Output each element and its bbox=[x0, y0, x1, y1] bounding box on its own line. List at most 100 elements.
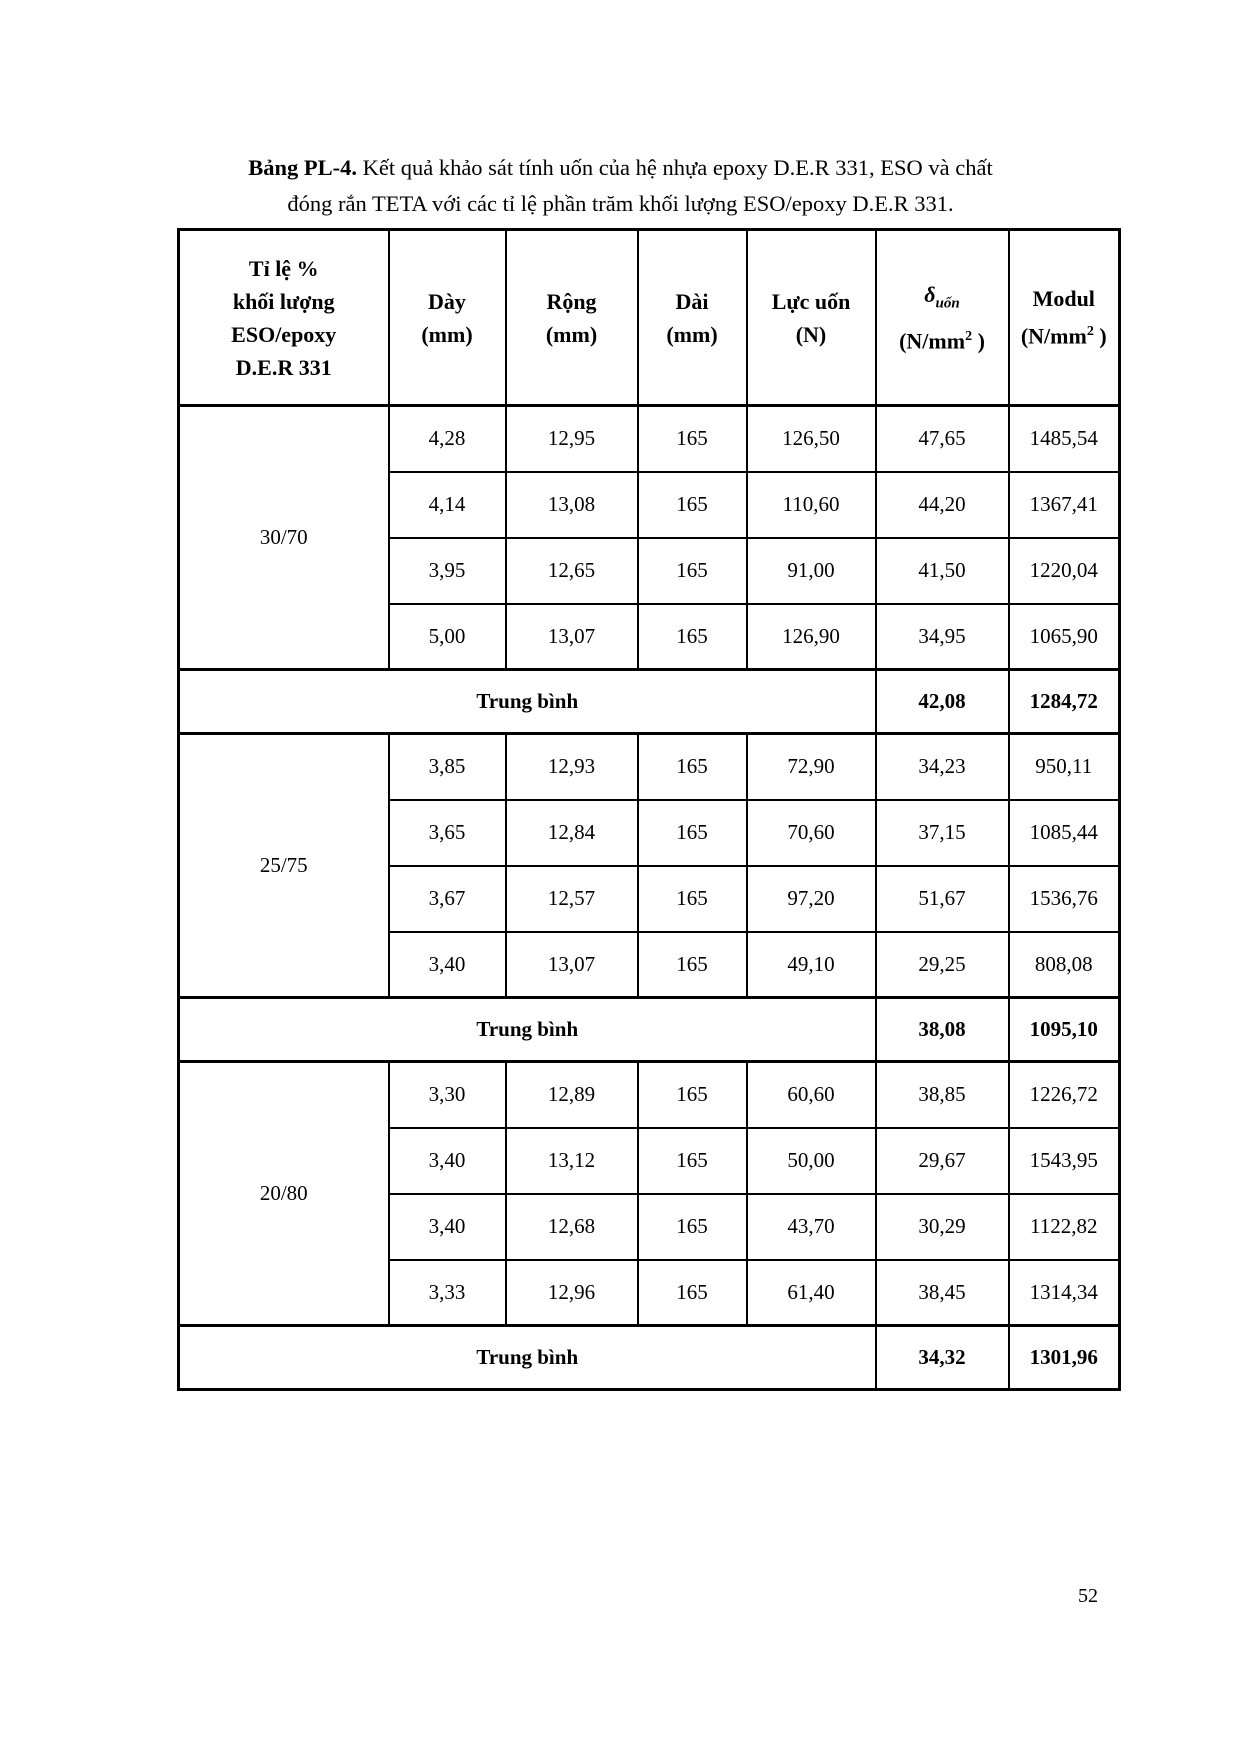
data-cell: 13,08 bbox=[504, 470, 639, 539]
data-cell: 49,10 bbox=[745, 930, 877, 999]
data-cell: 13,12 bbox=[504, 1126, 639, 1195]
average-row: Trung bình 34,32 1301,96 bbox=[177, 1324, 1121, 1391]
data-cell: 165 bbox=[636, 470, 748, 539]
data-cell: 60,60 bbox=[745, 1060, 877, 1129]
data-cell: 165 bbox=[636, 404, 748, 473]
header-delta-uon: δuốn (N/mm2 ) bbox=[874, 228, 1010, 407]
data-cell: 808,08 bbox=[1007, 930, 1121, 999]
caption-line-2: đóng rắn TETA với các tỉ lệ phần trăm kh… bbox=[287, 191, 954, 216]
average-row: Trung bình 38,08 1095,10 bbox=[177, 996, 1121, 1063]
header-row: Tỉ lệ % khối lượng ESO/epoxy D.E.R 331 D… bbox=[177, 228, 1121, 407]
data-row: 3,40 12,68 165 43,70 30,29 1122,82 bbox=[179, 1192, 1121, 1261]
data-cell: 29,67 bbox=[874, 1126, 1010, 1195]
data-cell: 126,50 bbox=[745, 404, 877, 473]
data-cell: 3,40 bbox=[387, 1126, 507, 1195]
data-cell: 97,20 bbox=[745, 864, 877, 933]
data-cell: 165 bbox=[636, 1060, 748, 1129]
data-cell: 165 bbox=[636, 798, 748, 867]
data-cell: 165 bbox=[636, 602, 748, 671]
data-row: 4,14 13,08 165 110,60 44,20 1367,41 bbox=[179, 470, 1121, 539]
data-cell: 3,95 bbox=[387, 536, 507, 605]
data-row: 3,33 12,96 165 61,40 38,45 1314,34 bbox=[179, 1258, 1121, 1327]
data-cell: 70,60 bbox=[745, 798, 877, 867]
data-row: 3,40 13,07 165 49,10 29,25 808,08 bbox=[179, 930, 1121, 999]
data-cell: 3,67 bbox=[387, 864, 507, 933]
data-cell: 12,95 bbox=[504, 404, 639, 473]
data-cell: 12,57 bbox=[504, 864, 639, 933]
data-cell: 165 bbox=[636, 930, 748, 999]
delta-symbol: δ bbox=[924, 281, 936, 307]
delta-subscript: uốn bbox=[935, 295, 960, 312]
data-cell: 3,30 bbox=[387, 1060, 507, 1129]
data-cell: 43,70 bbox=[745, 1192, 877, 1261]
data-cell: 950,11 bbox=[1007, 732, 1121, 801]
avg-modul-cell: 1095,10 bbox=[1007, 996, 1121, 1063]
data-cell: 34,95 bbox=[874, 602, 1010, 671]
data-cell: 38,45 bbox=[874, 1258, 1010, 1327]
data-row: 30/70 4,28 12,95 165 126,50 47,65 1485,5… bbox=[177, 404, 1121, 671]
data-cell: 165 bbox=[636, 1126, 748, 1195]
data-cell: 3,65 bbox=[387, 798, 507, 867]
header-length: Dài (mm) bbox=[636, 228, 748, 407]
data-cell: 1065,90 bbox=[1007, 602, 1121, 671]
avg-delta-cell: 42,08 bbox=[874, 668, 1010, 735]
data-cell: 4,14 bbox=[387, 470, 507, 539]
data-cell: 3,40 bbox=[387, 1192, 507, 1261]
data-cell: 30,29 bbox=[874, 1192, 1010, 1261]
data-cell: 12,96 bbox=[504, 1258, 639, 1327]
results-table: Tỉ lệ % khối lượng ESO/epoxy D.E.R 331 D… bbox=[177, 228, 1121, 1391]
data-row: 3,95 12,65 165 91,00 41,50 1220,04 bbox=[179, 536, 1121, 605]
data-row: 5,00 13,07 165 126,90 34,95 1065,90 bbox=[179, 602, 1121, 671]
data-cell: 3,40 bbox=[387, 930, 507, 999]
data-cell: 3,85 bbox=[387, 732, 507, 801]
avg-delta-cell: 38,08 bbox=[874, 996, 1010, 1063]
data-cell: 12,84 bbox=[504, 798, 639, 867]
data-cell: 1536,76 bbox=[1007, 864, 1121, 933]
data-cell: 12,93 bbox=[504, 732, 639, 801]
data-cell: 12,89 bbox=[504, 1060, 639, 1129]
header-ratio: Tỉ lệ % khối lượng ESO/epoxy D.E.R 331 bbox=[177, 228, 390, 407]
table-caption: Bảng PL-4. Kết quả khảo sát tính uốn của… bbox=[181, 150, 1061, 222]
data-cell: 165 bbox=[636, 864, 748, 933]
data-row: 3,65 12,84 165 70,60 37,15 1085,44 bbox=[179, 798, 1121, 867]
header-thickness: Dày (mm) bbox=[387, 228, 507, 407]
data-cell: 72,90 bbox=[745, 732, 877, 801]
data-cell: 1485,54 bbox=[1007, 404, 1121, 473]
data-row: 3,40 13,12 165 50,00 29,67 1543,95 bbox=[179, 1126, 1121, 1195]
average-row: Trung bình 42,08 1284,72 bbox=[177, 668, 1121, 735]
header-modulus: Modul (N/mm2 ) bbox=[1007, 228, 1121, 407]
avg-label-cell: Trung bình bbox=[177, 996, 877, 1063]
data-cell: 165 bbox=[636, 536, 748, 605]
avg-modul-cell: 1301,96 bbox=[1007, 1324, 1121, 1391]
data-cell: 165 bbox=[636, 1258, 748, 1327]
data-cell: 13,07 bbox=[504, 930, 639, 999]
caption-label: Bảng PL-4. bbox=[248, 155, 357, 180]
data-cell: 47,65 bbox=[874, 404, 1010, 473]
data-cell: 1226,72 bbox=[1007, 1060, 1121, 1129]
data-cell: 12,68 bbox=[504, 1192, 639, 1261]
caption-line-1: Bảng PL-4. Kết quả khảo sát tính uốn của… bbox=[181, 150, 1061, 186]
caption-text-1: Kết quả khảo sát tính uốn của hệ nhựa ep… bbox=[356, 155, 993, 180]
data-cell: 1122,82 bbox=[1007, 1192, 1121, 1261]
data-cell: 37,15 bbox=[874, 798, 1010, 867]
data-row: 20/80 3,30 12,89 165 60,60 38,85 1226,72 bbox=[177, 1060, 1121, 1327]
data-cell: 5,00 bbox=[387, 602, 507, 671]
avg-modul-cell: 1284,72 bbox=[1007, 668, 1121, 735]
data-cell: 1314,34 bbox=[1007, 1258, 1121, 1327]
data-cell: 61,40 bbox=[745, 1258, 877, 1327]
avg-label-cell: Trung bình bbox=[177, 1324, 877, 1391]
page-number: 52 bbox=[1078, 1585, 1098, 1607]
data-cell: 1220,04 bbox=[1007, 536, 1121, 605]
avg-label-cell: Trung bình bbox=[177, 668, 877, 735]
data-cell: 13,07 bbox=[504, 602, 639, 671]
data-cell: 3,33 bbox=[387, 1258, 507, 1327]
group-ratio-cell: 20/80 bbox=[177, 1060, 390, 1327]
data-cell: 34,23 bbox=[874, 732, 1010, 801]
data-row: 25/75 3,85 12,93 165 72,90 34,23 950,11 bbox=[177, 732, 1121, 999]
group-ratio-cell: 30/70 bbox=[177, 404, 390, 671]
header-bending-force: Lực uốn (N) bbox=[745, 228, 877, 407]
data-cell: 165 bbox=[636, 1192, 748, 1261]
header-width: Rộng (mm) bbox=[504, 228, 639, 407]
data-cell: 1543,95 bbox=[1007, 1126, 1121, 1195]
data-cell: 50,00 bbox=[745, 1126, 877, 1195]
